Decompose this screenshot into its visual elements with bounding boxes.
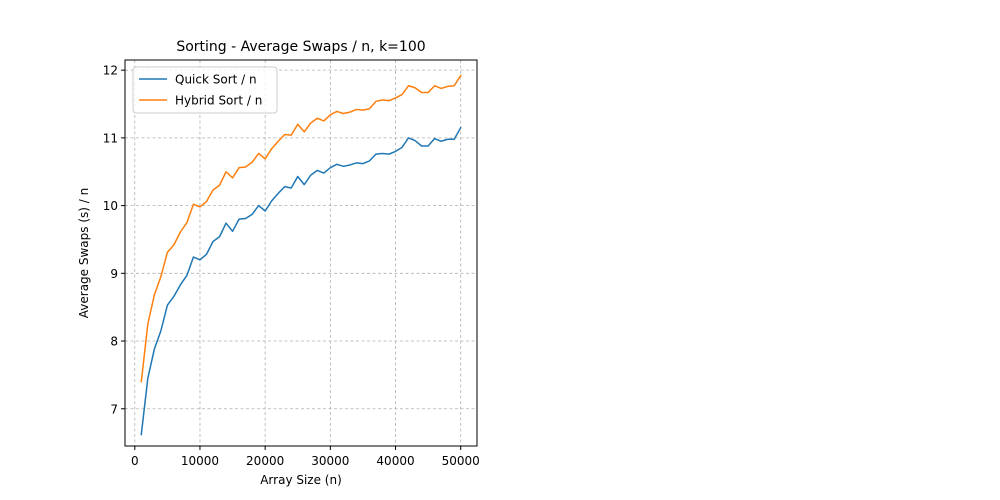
y-tick-label: 10: [103, 199, 118, 213]
tick-layer: 0 10000 20000 30000 40000 50000 7 8 9 10 11 12: [103, 64, 480, 468]
plot-frame: [124, 59, 478, 447]
series-layer: [140, 74, 462, 436]
series-line-quick-sort: [140, 126, 462, 436]
x-tick-label: 0: [131, 454, 139, 468]
x-tick-label: 40000: [376, 454, 414, 468]
x-tick-label: 50000: [442, 454, 480, 468]
chart-title: Sorting - Average Swaps / n, k=100: [176, 39, 425, 55]
x-tick-label: 10000: [181, 454, 219, 468]
y-tick-label: 12: [103, 64, 118, 78]
legend: Quick Sort / n Hybrid Sort / n: [132, 66, 278, 114]
x-tick-label: 30000: [311, 454, 349, 468]
y-tick-label: 8: [110, 335, 118, 349]
y-axis-label: Average Swaps (s) / n: [77, 188, 91, 318]
grid: [125, 60, 477, 446]
legend-box: [132, 66, 278, 114]
x-axis-label: Array Size (n): [260, 473, 342, 487]
x-tick-label: 20000: [246, 454, 284, 468]
legend-label: Quick Sort / n: [175, 73, 257, 87]
y-tick-label: 7: [110, 402, 118, 416]
series-line-hybrid-sort: [140, 74, 462, 383]
y-tick-label: 9: [110, 267, 118, 281]
y-tick-label: 11: [103, 131, 118, 145]
legend-label: Hybrid Sort / n: [175, 94, 262, 108]
